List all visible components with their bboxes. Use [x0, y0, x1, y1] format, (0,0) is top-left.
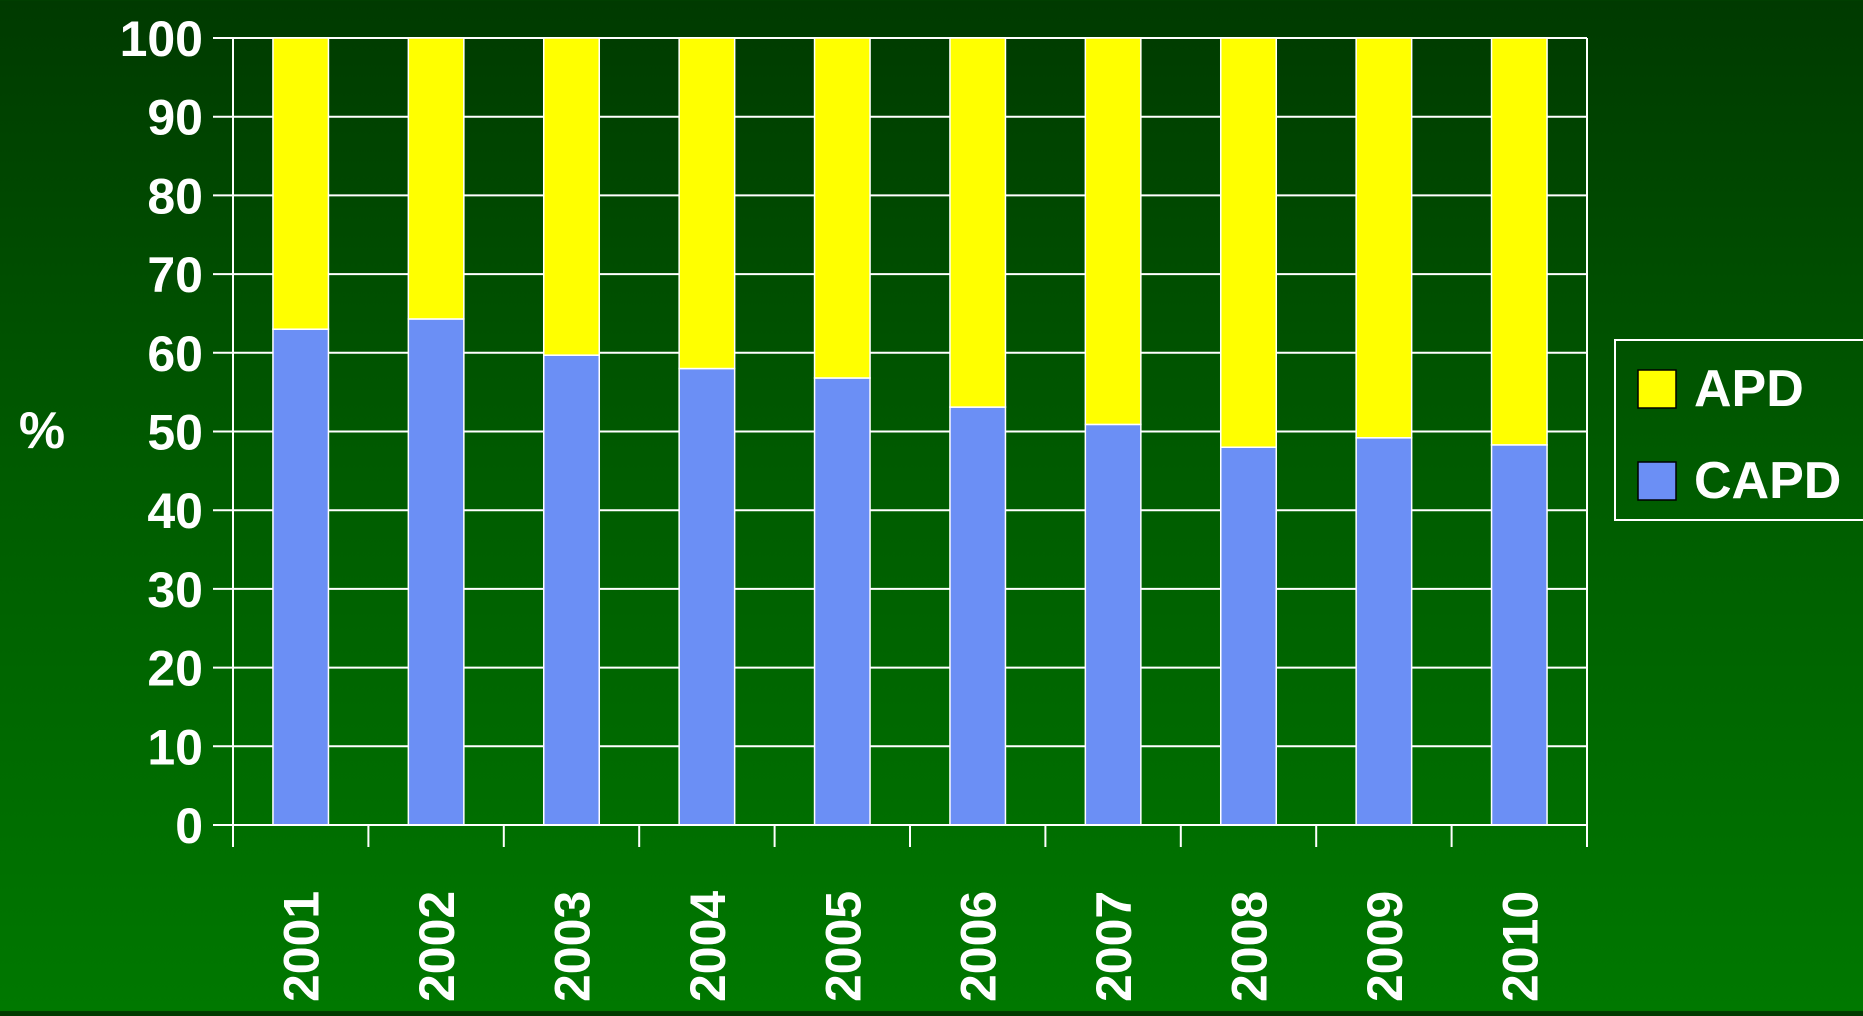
bar-apd-2005 [813, 37, 871, 379]
y-tick-label: 40 [147, 483, 203, 539]
y-tick-label: 90 [147, 90, 203, 146]
legend-label-capd: CAPD [1694, 452, 1841, 510]
x-tick-label: 2009 [1357, 891, 1413, 1002]
bar-apd-2009 [1355, 37, 1413, 439]
bar-capd-2010 [1490, 444, 1548, 826]
y-tick-label: 10 [147, 719, 203, 775]
bar-apd-2010 [1490, 37, 1548, 446]
bar-apd-2004 [678, 37, 736, 370]
x-tick-label: 2008 [1222, 891, 1278, 1002]
legend-box [1614, 339, 1863, 521]
x-tick-label: 2007 [1086, 891, 1142, 1002]
bar-apd-2007 [1084, 37, 1142, 426]
bar-apd-2001 [272, 37, 330, 330]
y-tick-labels: 0 10 20 30 40 50 60 70 80 90 100 [120, 11, 203, 854]
bar-capd-2009 [1355, 437, 1413, 826]
x-tick-label: 2002 [409, 891, 465, 1002]
y-tick-label: 20 [147, 641, 203, 697]
legend-label-apd: APD [1694, 360, 1804, 418]
legend-swatch-apd [1637, 369, 1677, 409]
y-tick-label: 70 [147, 247, 203, 303]
y-tick-label: 0 [175, 798, 203, 854]
x-tick-label: 2003 [545, 891, 601, 1002]
x-tick-label: 2010 [1492, 891, 1548, 1002]
bar-capd-2001 [272, 328, 330, 826]
bar-apd-2008 [1219, 37, 1278, 448]
axes [213, 38, 1588, 847]
bar-capd-2004 [678, 367, 736, 826]
bar-apd-2002 [407, 37, 465, 320]
y-tick-label: 100 [120, 11, 203, 67]
bar-capd-2005 [813, 377, 871, 826]
bar-capd-2003 [542, 354, 601, 826]
bar-capd-2006 [949, 406, 1007, 826]
x-tick-label: 2004 [680, 891, 736, 1002]
bar-apd-2006 [949, 37, 1007, 408]
bar-capd-2008 [1219, 446, 1278, 826]
x-tick-labels: 2001 2002 2003 2004 2005 2006 2007 2008 2009 2010 [274, 891, 1549, 1002]
legend: APD CAPD [1614, 339, 1863, 521]
y-tick-label: 30 [147, 562, 203, 618]
y-tick-label: 80 [147, 168, 203, 224]
y-axis-label: % [19, 402, 65, 460]
bars [272, 37, 1548, 826]
y-tick-label: 60 [147, 326, 203, 382]
y-tick-label: 50 [147, 405, 203, 461]
bar-capd-2002 [407, 318, 465, 826]
x-tick-label: 2005 [815, 891, 871, 1002]
x-tick-label: 2001 [274, 891, 330, 1002]
x-tick-label: 2006 [951, 891, 1007, 1002]
legend-swatch-capd [1637, 461, 1677, 501]
bar-capd-2007 [1084, 423, 1142, 826]
bar-apd-2003 [542, 37, 601, 356]
